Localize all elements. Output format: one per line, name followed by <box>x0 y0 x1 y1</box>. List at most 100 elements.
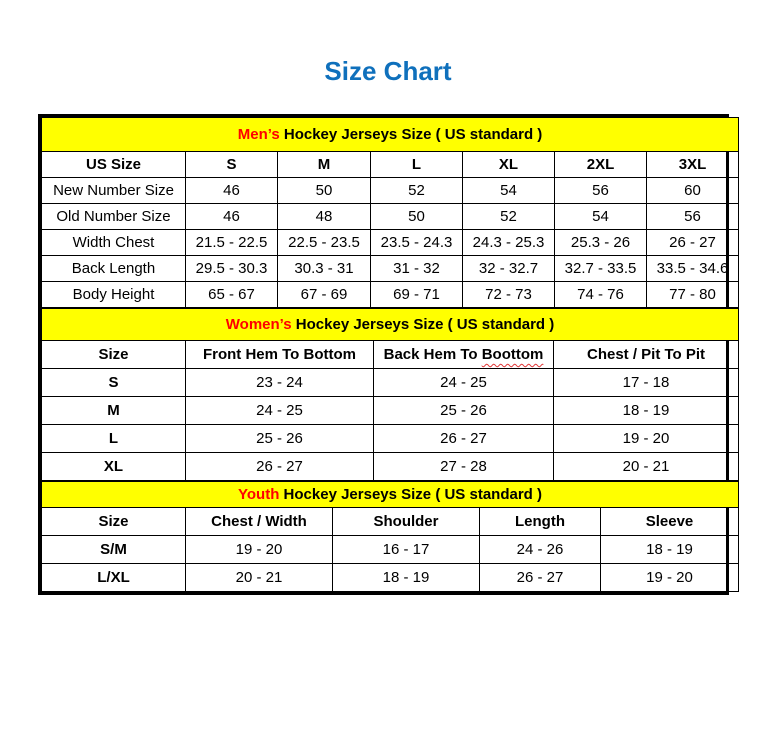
data-cell: 18 - 19 <box>599 535 740 564</box>
data-cell: 17 - 18 <box>552 368 740 397</box>
table-row: XL 26 - 27 27 - 28 20 - 21 <box>41 452 740 481</box>
data-cell: 50 <box>277 177 371 204</box>
table-row: Old Number Size 46 48 50 52 54 56 <box>41 203 740 230</box>
row-label-cell: Back Length <box>41 255 186 282</box>
column-header-cell: Size <box>41 340 186 369</box>
data-cell: 19 - 20 <box>599 563 740 592</box>
banner-text: Hockey Jerseys Size ( US standard ) <box>279 126 543 143</box>
column-header-cell: Chest / Pit To Pit <box>552 340 740 369</box>
column-header-cell: Back Hem To Boottom <box>373 340 554 369</box>
row-label-cell: Width Chest <box>41 229 186 256</box>
column-header-cell: Shoulder <box>332 507 480 536</box>
data-cell: 26 - 27 <box>373 424 554 453</box>
data-cell: 20 - 21 <box>552 452 740 481</box>
table-row: M 24 - 25 25 - 26 18 - 19 <box>41 396 740 425</box>
row-label-cell: L <box>41 424 186 453</box>
table-row: L 25 - 26 26 - 27 19 - 20 <box>41 424 740 453</box>
data-cell: 29.5 - 30.3 <box>185 255 278 282</box>
youth-header-row: Size Chest / Width Shoulder Length Sleeve <box>41 507 740 536</box>
mens-banner-row: Men’s Hockey Jerseys Size ( US standard … <box>40 117 740 152</box>
data-cell: 33.5 - 34.6 <box>645 255 740 282</box>
data-cell: 19 - 20 <box>552 424 740 453</box>
mens-header-row: US Size S M L XL 2XL 3XL <box>41 151 740 178</box>
column-header-cell: Sleeve <box>599 507 740 536</box>
column-header-cell: 2XL <box>554 151 647 178</box>
data-cell: 77 - 80 <box>645 281 740 308</box>
data-cell: 32 - 32.7 <box>462 255 555 282</box>
data-cell: 46 <box>185 203 278 230</box>
data-cell: 26 - 27 <box>185 452 374 481</box>
row-label-cell: L/XL <box>41 563 186 592</box>
page-title: Size Chart <box>324 56 452 86</box>
data-cell: 74 - 76 <box>554 281 647 308</box>
column-header-cell: US Size <box>41 151 186 178</box>
womens-size-table: Women’s Hockey Jerseys Size ( US standar… <box>40 308 740 481</box>
column-header-cell: Chest / Width <box>185 507 333 536</box>
column-header-cell: XL <box>462 151 555 178</box>
data-cell: 60 <box>645 177 740 204</box>
data-cell: 54 <box>554 203 647 230</box>
table-row: S/M 19 - 20 16 - 17 24 - 26 18 - 19 <box>41 535 740 564</box>
youth-size-table: Youth Hockey Jerseys Size ( US standard … <box>40 481 740 592</box>
data-cell: 46 <box>185 177 278 204</box>
data-cell: 56 <box>645 203 740 230</box>
data-cell: 16 - 17 <box>332 535 480 564</box>
data-cell: 72 - 73 <box>462 281 555 308</box>
row-label-cell: S/M <box>41 535 186 564</box>
data-cell: 26 - 27 <box>645 229 740 256</box>
row-label-cell: Body Height <box>41 281 186 308</box>
data-cell: 23.5 - 24.3 <box>370 229 463 256</box>
data-cell: 25 - 26 <box>373 396 554 425</box>
data-cell: 25.3 - 26 <box>554 229 647 256</box>
data-cell: 52 <box>370 177 463 204</box>
row-label-cell: S <box>41 368 186 397</box>
data-cell: 31 - 32 <box>370 255 463 282</box>
data-cell: 24 - 25 <box>185 396 374 425</box>
column-header-cell: Size <box>41 507 186 536</box>
column-header-text: Back Hem To <box>383 346 482 363</box>
mens-size-table: Men’s Hockey Jerseys Size ( US standard … <box>40 117 740 308</box>
data-cell: 56 <box>554 177 647 204</box>
banner-text: Hockey Jerseys Size ( US standard ) <box>279 486 542 503</box>
data-cell: 19 - 20 <box>185 535 333 564</box>
banner-highlight: Men’s <box>237 126 280 143</box>
data-cell: 50 <box>370 203 463 230</box>
column-header-cell: Front Hem To Bottom <box>185 340 374 369</box>
column-header-cell: M <box>277 151 371 178</box>
table-row: L/XL 20 - 21 18 - 19 26 - 27 19 - 20 <box>41 563 740 592</box>
column-header-cell: Length <box>479 507 601 536</box>
row-label-cell: New Number Size <box>41 177 186 204</box>
data-cell: 21.5 - 22.5 <box>185 229 278 256</box>
column-header-cell: S <box>185 151 278 178</box>
data-cell: 18 - 19 <box>332 563 480 592</box>
youth-banner-row: Youth Hockey Jerseys Size ( US standard … <box>40 481 740 508</box>
banner-highlight: Youth <box>238 486 280 503</box>
data-cell: 23 - 24 <box>185 368 374 397</box>
data-cell: 22.5 - 23.5 <box>277 229 371 256</box>
table-row: Width Chest 21.5 - 22.5 22.5 - 23.5 23.5 - … <box>41 229 740 256</box>
data-cell: 25 - 26 <box>185 424 374 453</box>
womens-header-row: Size Front Hem To Bottom Back Hem To Boott… <box>41 340 740 369</box>
data-cell: 20 - 21 <box>185 563 333 592</box>
data-cell: 24.3 - 25.3 <box>462 229 555 256</box>
data-cell: 27 - 28 <box>373 452 554 481</box>
data-cell: 65 - 67 <box>185 281 278 308</box>
table-row: Body Height 65 - 67 67 - 69 69 - 71 72 - 73 7… <box>41 281 740 308</box>
size-tables-frame: Men’s Hockey Jerseys Size ( US standard … <box>38 114 740 595</box>
column-header-cell: 3XL <box>645 151 740 178</box>
womens-banner-row: Women’s Hockey Jerseys Size ( US standar… <box>40 308 740 341</box>
data-cell: 52 <box>462 203 555 230</box>
data-cell: 32.7 - 33.5 <box>554 255 647 282</box>
row-label-cell: Old Number Size <box>41 203 186 230</box>
row-label-cell: XL <box>41 452 186 481</box>
data-cell: 24 - 26 <box>479 535 601 564</box>
data-cell: 26 - 27 <box>479 563 601 592</box>
misspelled-word: Boottom <box>481 346 544 363</box>
data-cell: 69 - 71 <box>370 281 463 308</box>
banner-highlight: Women’s <box>225 316 292 333</box>
row-label-cell: M <box>41 396 186 425</box>
data-cell: 30.3 - 31 <box>277 255 371 282</box>
womens-section-banner: Women’s Hockey Jerseys Size ( US standar… <box>40 308 740 341</box>
youth-section-banner: Youth Hockey Jerseys Size ( US standard … <box>40 481 740 508</box>
data-cell: 67 - 69 <box>277 281 371 308</box>
